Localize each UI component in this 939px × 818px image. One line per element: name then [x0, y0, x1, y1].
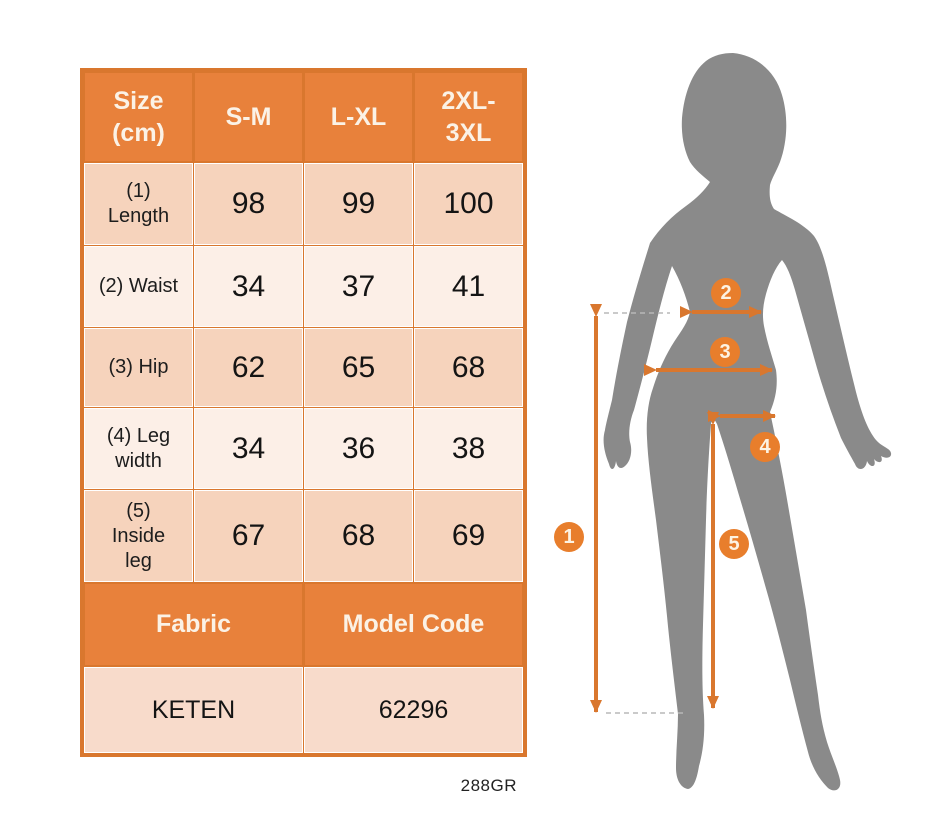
row-label-hip: (3) Hip [85, 329, 192, 406]
cell-leg-width-2xl3xl: 38 [415, 409, 522, 488]
table-row-length: (1) Length 98 99 100 [85, 164, 522, 244]
table-row-leg-width: (4) Leg width 34 36 38 [85, 409, 522, 488]
size-table: Size (cm) S-M L-XL 2XL- 3XL (1) Length 9… [80, 68, 527, 757]
cell-length-lxl: 99 [305, 164, 412, 244]
measure-marker-5: 5 [719, 529, 749, 559]
cell-model-code-value: 62296 [305, 668, 522, 752]
cell-length-2xl3xl: 100 [415, 164, 522, 244]
weight-note: 288GR [460, 776, 517, 795]
cell-hip-2xl3xl: 68 [415, 329, 522, 406]
cell-waist-lxl: 37 [305, 247, 412, 326]
header-size-cm: Size (cm) [85, 73, 192, 161]
table-row-hip: (3) Hip 62 65 68 [85, 329, 522, 406]
header-s-m: S-M [195, 73, 302, 161]
cell-waist-2xl3xl: 41 [415, 247, 522, 326]
cell-inside-leg-2xl3xl: 69 [415, 491, 522, 581]
table-row-inside-leg: (5) Inside leg 67 68 69 [85, 491, 522, 581]
row-label-waist: (2) Waist [85, 247, 192, 326]
measure-marker-2: 2 [711, 278, 741, 308]
table-row-waist: (2) Waist 34 37 41 [85, 247, 522, 326]
cell-inside-leg-sm: 67 [195, 491, 302, 581]
header-2xl-3xl: 2XL- 3XL [415, 73, 522, 161]
table-header-row: Size (cm) S-M L-XL 2XL- 3XL [85, 73, 522, 161]
row-label-length: (1) Length [85, 164, 192, 244]
measure-marker-1: 1 [554, 522, 584, 552]
measure-marker-3: 3 [710, 337, 740, 367]
header-fabric: Fabric [85, 584, 302, 665]
cell-leg-width-lxl: 36 [305, 409, 412, 488]
cell-waist-sm: 34 [195, 247, 302, 326]
cell-hip-lxl: 65 [305, 329, 412, 406]
female-silhouette [603, 53, 892, 791]
cell-inside-leg-lxl: 68 [305, 491, 412, 581]
header-l-xl: L-XL [305, 73, 412, 161]
header-model-code: Model Code [305, 584, 522, 665]
row-label-inside-leg: (5) Inside leg [85, 491, 192, 581]
cell-hip-sm: 62 [195, 329, 302, 406]
table-row-fabric-header: Fabric Model Code [85, 584, 522, 665]
row-label-leg-width: (4) Leg width [85, 409, 192, 488]
cell-leg-width-sm: 34 [195, 409, 302, 488]
measure-marker-4: 4 [750, 432, 780, 462]
cell-length-sm: 98 [195, 164, 302, 244]
table-row-fabric-values: KETEN 62296 [85, 668, 522, 752]
cell-fabric-value: KETEN [85, 668, 302, 752]
